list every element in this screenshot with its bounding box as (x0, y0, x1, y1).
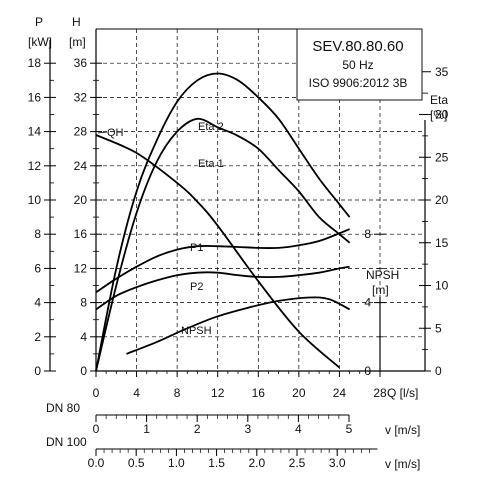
eta-axis-symbol: Eta (430, 93, 448, 107)
velocity-tick-label-1-3: 1.5 (208, 456, 225, 470)
curve-eta-1 (95, 117, 351, 372)
title-box: SEV.80.80.60 50 Hz ISO 9906:2012 3B (296, 28, 423, 101)
eta2-curve-label: Eta 2 (198, 121, 224, 133)
q-tick-label-5: 20 (292, 386, 306, 400)
curve-layer (95, 72, 351, 372)
eta-axis-unit: [%] (430, 108, 447, 122)
eta-tick-label-0: 0 (435, 364, 442, 378)
axis-layer: 0246810121416180481216202428323605101520… (28, 28, 449, 470)
npsh-tick-label-2: 8 (364, 227, 371, 241)
p-axis-unit: [kW] (28, 35, 52, 49)
curve-p2 (95, 265, 350, 311)
velocity-tick-label-0-3: 3 (244, 422, 251, 436)
velocity-tick-label-0-1: 1 (143, 422, 150, 436)
velocity-tick-label-1-6: 3.0 (329, 456, 346, 470)
h-tick-label-1: 4 (80, 330, 87, 344)
axis-headers: P [kW] H [m] Eta [%] NPSH [m] Q [l/s] DN… (28, 15, 448, 471)
q-tick-label-4: 16 (252, 386, 266, 400)
qh-curve-label: QH (107, 127, 124, 139)
velocity-tick-label-1-0: 0.0 (88, 456, 105, 470)
dn100-label: DN 100 (46, 435, 87, 449)
h-tick-label-6: 24 (74, 159, 88, 173)
q-tick-label-6: 24 (333, 386, 347, 400)
chart-title: SEV.80.80.60 (312, 38, 403, 55)
eta-tick-label-4: 20 (435, 193, 449, 207)
p-axis-symbol: P (35, 15, 43, 29)
p-tick-label-5: 10 (28, 193, 42, 207)
h-tick-label-8: 32 (74, 90, 88, 104)
q-tick-label-7: 28 (373, 386, 387, 400)
curve-npsh (126, 296, 351, 355)
chart-subtitle-standard: ISO 9906:2012 3B (309, 76, 408, 90)
npsh-curve-label: NPSH (181, 325, 212, 337)
h-tick-label-7: 28 (74, 125, 88, 139)
eta1-curve-label: Eta 1 (198, 158, 224, 170)
h-tick-label-2: 8 (80, 296, 87, 310)
p2-curve-label: P2 (190, 281, 203, 293)
curve-p1 (95, 228, 350, 294)
curve-eta-2 (95, 72, 351, 372)
eta-tick-label-5: 25 (435, 150, 449, 164)
velocity-tick-label-1-5: 2.5 (289, 456, 306, 470)
p-tick-label-3: 6 (34, 261, 41, 275)
p1-curve-label: P1 (190, 242, 203, 254)
p-tick-label-7: 14 (28, 125, 42, 139)
chart-subtitle-frequency: 50 Hz (342, 58, 373, 72)
p-tick-label-0: 0 (34, 364, 41, 378)
title-box-frame (296, 28, 423, 101)
h-axis-symbol: H (72, 15, 81, 29)
p-tick-label-8: 16 (28, 90, 42, 104)
q-tick-label-0: 0 (93, 386, 100, 400)
eta-tick-label-6: 30 (435, 108, 449, 122)
velocity-tick-label-0-0: 0 (93, 422, 100, 436)
velocity-tick-label-0-2: 2 (194, 422, 201, 436)
p-tick-label-4: 8 (34, 227, 41, 241)
p-tick-label-2: 4 (34, 296, 41, 310)
eta-tick-label-3: 15 (435, 236, 449, 250)
h-tick-label-0: 0 (80, 364, 87, 378)
velocity-tick-label-1-2: 1.0 (168, 456, 185, 470)
curve-qh (95, 134, 341, 369)
dn100-velocity-label: v [m/s] (385, 457, 420, 471)
dn80-label: DN 80 (46, 401, 80, 415)
x-axis-label: Q [l/s] (387, 386, 418, 400)
npsh-tick-label-0: 0 (364, 364, 371, 378)
p-tick-label-6: 12 (28, 159, 42, 173)
velocity-tick-label-1-1: 0.5 (128, 456, 145, 470)
npsh-tick-label-1: 4 (364, 296, 371, 310)
q-tick-label-3: 12 (211, 386, 225, 400)
curve-labels: QH Eta 2 Eta 1 P1 P2 NPSH (107, 121, 224, 337)
eta-tick-label-2: 10 (435, 279, 449, 293)
eta-tick-label-1: 5 (435, 321, 442, 335)
velocity-tick-label-1-4: 2.0 (248, 456, 265, 470)
npsh-axis-symbol: NPSH (366, 268, 399, 282)
h-tick-label-9: 36 (74, 56, 88, 70)
eta-tick-label-7: 35 (435, 65, 449, 79)
p-tick-label-1: 2 (34, 330, 41, 344)
p-tick-label-9: 18 (28, 56, 42, 70)
q-tick-label-2: 8 (174, 386, 181, 400)
q-tick-label-1: 4 (133, 386, 140, 400)
dn80-velocity-label: v [m/s] (385, 423, 420, 437)
h-axis-unit: [m] (69, 35, 86, 49)
velocity-tick-label-0-5: 5 (346, 422, 353, 436)
qh-label-leader (97, 131, 108, 134)
h-tick-label-5: 20 (74, 193, 88, 207)
npsh-axis-unit: [m] (372, 283, 389, 297)
h-tick-label-4: 16 (74, 227, 88, 241)
h-tick-label-3: 12 (74, 261, 88, 275)
velocity-tick-label-0-4: 4 (295, 422, 302, 436)
